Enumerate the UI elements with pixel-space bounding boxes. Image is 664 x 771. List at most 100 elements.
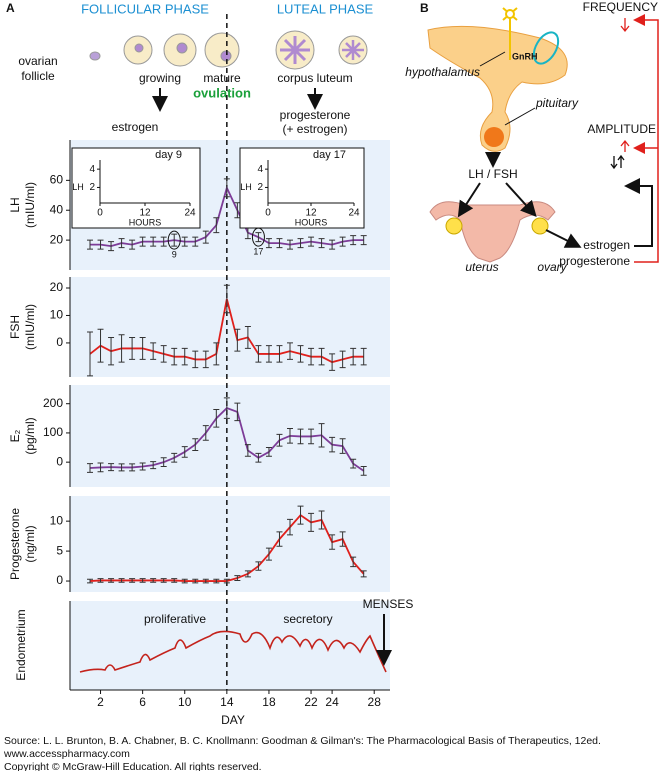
- error-bar: [276, 345, 283, 363]
- error-bar: [329, 239, 336, 250]
- error-bar: [87, 239, 93, 250]
- error-bar: [234, 402, 241, 422]
- x-tick-label: 28: [368, 695, 382, 709]
- error-bar: [244, 570, 251, 578]
- error-bar: [350, 458, 357, 469]
- error-bar: [287, 342, 293, 360]
- leader: [479, 51, 506, 67]
- error-bar: [255, 345, 262, 363]
- error-bar: [97, 578, 104, 583]
- leader: [504, 107, 536, 126]
- endometrium-curve: [79, 630, 387, 673]
- error-bar: [108, 578, 115, 583]
- error-bar: [160, 345, 167, 363]
- error-bar: [297, 505, 304, 525]
- inset-frame: [239, 147, 365, 229]
- error-bar: [287, 428, 293, 444]
- y-axis-label: Progesterone: [8, 508, 22, 580]
- error-bar: [139, 462, 146, 471]
- y-tick-label: 10: [50, 308, 64, 322]
- panel-background: [70, 496, 390, 592]
- error-bar: [118, 334, 125, 363]
- error-bar: [339, 350, 346, 369]
- error-bar: [202, 425, 209, 441]
- error-bar: [360, 570, 367, 578]
- inset-title: day 17: [313, 149, 346, 161]
- diagram-label: FREQUENCY: [583, 0, 658, 14]
- error-bar: [308, 428, 315, 445]
- y-tick-label: 0: [56, 573, 63, 587]
- error-bar: [129, 463, 136, 472]
- arrow: [545, 229, 582, 248]
- y-axis-label: (mIU/ml): [23, 304, 37, 350]
- error-bar: [318, 423, 325, 448]
- y-tick-label: 0: [56, 335, 63, 349]
- error-bar: [223, 397, 230, 419]
- error-bar: [234, 328, 241, 352]
- error-bar: [181, 578, 188, 584]
- stage-label: corpus luteum: [277, 71, 352, 85]
- error-bar: [255, 452, 262, 463]
- error-bar: [87, 578, 93, 584]
- arrow: [505, 182, 537, 217]
- arrow: [457, 182, 481, 218]
- x-tick-label: 14: [220, 695, 234, 709]
- x-tick-label: 10: [178, 695, 192, 709]
- error-bar: [360, 235, 367, 246]
- panel-background: [70, 385, 390, 487]
- error-bar: [329, 534, 336, 550]
- hormone-label: estrogen: [112, 120, 159, 134]
- error-bar: [234, 202, 241, 219]
- inset-y-label: LH: [240, 182, 252, 192]
- error-bar: [308, 512, 315, 532]
- diagram-label: hypothalamus: [405, 65, 480, 79]
- hormone-label: (+ estrogen): [282, 122, 347, 136]
- error-bar: [160, 578, 167, 583]
- error-bar: [265, 447, 272, 457]
- y-axis-label: (mIU/ml): [23, 182, 37, 228]
- error-bar: [150, 461, 157, 470]
- diagram-label: AMPLITUDE: [587, 122, 656, 136]
- y-axis-label: E₂: [8, 429, 22, 442]
- error-bar: [318, 510, 325, 530]
- error-bar: [213, 409, 220, 428]
- inset-x-tick-label: 0: [265, 208, 271, 219]
- phase-label: secretory: [283, 612, 332, 626]
- diagram-label: progesterone: [559, 254, 630, 268]
- y-tick-label: 10: [50, 513, 64, 527]
- error-bar: [108, 336, 115, 366]
- x-tick-label: 18: [262, 695, 276, 709]
- circle-label: 17: [253, 247, 263, 257]
- error-bar: [108, 241, 115, 252]
- error-bar: [223, 578, 230, 584]
- diagram-label: uterus: [465, 260, 498, 274]
- error-bar: [360, 347, 367, 366]
- y-tick-label: 200: [43, 396, 63, 410]
- y-axis-label: LH: [8, 197, 22, 212]
- y-tick-label: 0: [56, 454, 63, 468]
- diagram-label: estrogen: [583, 238, 630, 252]
- panel-background: [70, 601, 390, 690]
- error-bar: [339, 236, 346, 247]
- error-bar: [192, 578, 199, 584]
- panel-background: [70, 277, 390, 377]
- error-bar: [276, 433, 283, 447]
- error-bar: [171, 578, 178, 583]
- source-line: Copyright © McGraw-Hill Education. All r…: [4, 761, 262, 771]
- inset-x-tick-label: 24: [184, 208, 196, 219]
- error-bar: [181, 347, 188, 366]
- x-tick-label: 22: [304, 695, 318, 709]
- y-tick-label: 20: [50, 280, 64, 294]
- inset-x-label: HOURS: [295, 217, 328, 227]
- error-bar: [129, 336, 136, 360]
- x-tick-label: 24: [325, 695, 339, 709]
- error-bar: [139, 578, 146, 583]
- error-bar: [297, 238, 304, 249]
- inset-y-tick-label: 4: [89, 164, 95, 175]
- phase-label: FOLLICULAR PHASE: [81, 1, 209, 16]
- stage-label: mature: [203, 71, 241, 85]
- error-bar: [202, 350, 209, 369]
- error-bar: [287, 518, 293, 536]
- inset-x-tick-label: 12: [139, 208, 151, 219]
- y-tick-label: 20: [50, 232, 64, 246]
